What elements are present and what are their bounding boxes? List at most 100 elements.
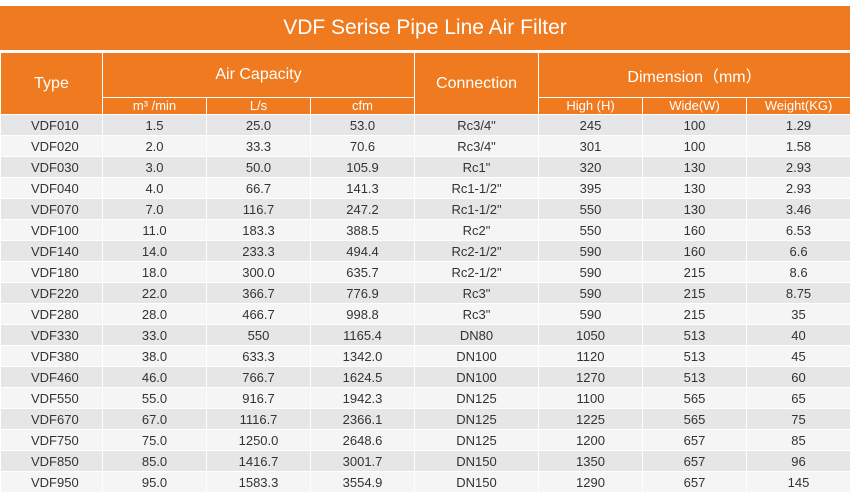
cell-type: VDF040 <box>0 177 103 199</box>
cell-type: VDF330 <box>0 324 103 346</box>
cell-cfm: 635.7 <box>309 261 416 283</box>
cell-l-s: 1416.7 <box>206 450 311 472</box>
header-connection: Connection <box>414 52 540 115</box>
cell-high: 1120 <box>538 345 644 367</box>
table-row: VDF280 28.0 466.7 998.8 Rc3" 590 215 35 <box>0 303 850 325</box>
subheader-wide: Wide(W) <box>642 97 748 115</box>
cell-l-s: 183.3 <box>206 219 311 241</box>
cell-weight: 40 <box>746 324 850 346</box>
cell-high: 1050 <box>538 324 644 346</box>
cell-cfm: 3554.9 <box>309 471 416 493</box>
cell-type: VDF140 <box>0 240 103 262</box>
cell-connection: Rc1-1/2" <box>414 198 540 220</box>
cell-high: 1200 <box>538 429 644 451</box>
table-row: VDF460 46.0 766.7 1624.5 DN100 1270 513 60 <box>0 366 850 388</box>
cell-connection: Rc1" <box>414 156 540 178</box>
cell-l-s: 916.7 <box>206 387 311 409</box>
cell-high: 590 <box>538 261 644 283</box>
cell-wide: 130 <box>642 156 748 178</box>
header-type: Type <box>0 52 103 115</box>
table-row: VDF750 75.0 1250.0 2648.6 DN125 1200 657 85 <box>0 429 850 451</box>
subheader-cfm: cfm <box>309 97 416 115</box>
cell-wide: 100 <box>642 135 748 157</box>
cell-m3-min: 4.0 <box>102 177 207 199</box>
header-air-capacity: Air Capacity <box>101 52 416 98</box>
cell-type: VDF070 <box>0 198 103 220</box>
cell-type: VDF460 <box>0 366 103 388</box>
cell-l-s: 466.7 <box>206 303 311 325</box>
cell-type: VDF550 <box>0 387 103 409</box>
cell-connection: DN125 <box>414 387 540 409</box>
cell-cfm: 2366.1 <box>309 408 416 430</box>
table-row: VDF040 4.0 66.7 141.3 Rc1-1/2" 395 130 2.93 <box>0 177 850 199</box>
table-row: VDF220 22.0 366.7 776.9 Rc3" 590 215 8.75 <box>0 282 850 304</box>
cell-wide: 565 <box>642 408 748 430</box>
cell-high: 245 <box>538 114 644 136</box>
cell-l-s: 116.7 <box>206 198 311 220</box>
cell-weight: 35 <box>746 303 850 325</box>
cell-high: 1270 <box>538 366 644 388</box>
cell-weight: 85 <box>746 429 850 451</box>
cell-l-s: 633.3 <box>206 345 311 367</box>
cell-wide: 657 <box>642 471 748 493</box>
cell-m3-min: 28.0 <box>102 303 207 325</box>
subheader-high: High (H) <box>538 97 644 115</box>
cell-weight: 6.53 <box>746 219 850 241</box>
cell-l-s: 366.7 <box>206 282 311 304</box>
cell-connection: DN100 <box>414 345 540 367</box>
cell-high: 590 <box>538 240 644 262</box>
cell-type: VDF950 <box>0 471 103 493</box>
cell-weight: 145 <box>746 471 850 493</box>
cell-weight: 2.93 <box>746 177 850 199</box>
cell-weight: 3.46 <box>746 198 850 220</box>
cell-type: VDF850 <box>0 450 103 472</box>
cell-m3-min: 95.0 <box>102 471 207 493</box>
cell-cfm: 1624.5 <box>309 366 416 388</box>
cell-type: VDF670 <box>0 408 103 430</box>
table-row: VDF550 55.0 916.7 1942.3 DN125 1100 565 65 <box>0 387 850 409</box>
cell-wide: 215 <box>642 303 748 325</box>
cell-l-s: 1583.3 <box>206 471 311 493</box>
cell-l-s: 25.0 <box>206 114 311 136</box>
cell-connection: Rc3/4" <box>414 135 540 157</box>
cell-high: 1225 <box>538 408 644 430</box>
cell-type: VDF220 <box>0 282 103 304</box>
cell-l-s: 1250.0 <box>206 429 311 451</box>
table-row: VDF950 95.0 1583.3 3554.9 DN150 1290 657 145 <box>0 471 850 493</box>
cell-cfm: 1342.0 <box>309 345 416 367</box>
cell-connection: Rc1-1/2" <box>414 177 540 199</box>
cell-weight: 75 <box>746 408 850 430</box>
spec-sheet: VDF Serise Pipe Line Air Filter Type Air… <box>0 6 850 493</box>
cell-m3-min: 33.0 <box>102 324 207 346</box>
table-body: VDF010 1.5 25.0 53.0 Rc3/4" 245 100 1.29 VDF020 2… <box>0 114 850 493</box>
cell-connection: DN100 <box>414 366 540 388</box>
cell-weight: 2.93 <box>746 156 850 178</box>
cell-cfm: 141.3 <box>309 177 416 199</box>
cell-wide: 160 <box>642 219 748 241</box>
cell-cfm: 247.2 <box>309 198 416 220</box>
cell-m3-min: 18.0 <box>102 261 207 283</box>
cell-cfm: 70.6 <box>309 135 416 157</box>
table-row: VDF070 7.0 116.7 247.2 Rc1-1/2" 550 130 3.46 <box>0 198 850 220</box>
cell-l-s: 233.3 <box>206 240 311 262</box>
cell-l-s: 50.0 <box>206 156 311 178</box>
cell-m3-min: 75.0 <box>102 429 207 451</box>
subheader-l-s: L/s <box>206 97 311 115</box>
cell-l-s: 66.7 <box>206 177 311 199</box>
cell-weight: 6.6 <box>746 240 850 262</box>
cell-cfm: 105.9 <box>309 156 416 178</box>
cell-wide: 130 <box>642 177 748 199</box>
cell-wide: 565 <box>642 387 748 409</box>
cell-weight: 65 <box>746 387 850 409</box>
cell-cfm: 1165.4 <box>309 324 416 346</box>
cell-high: 395 <box>538 177 644 199</box>
cell-wide: 160 <box>642 240 748 262</box>
cell-cfm: 53.0 <box>309 114 416 136</box>
cell-m3-min: 11.0 <box>102 219 207 241</box>
cell-l-s: 766.7 <box>206 366 311 388</box>
cell-connection: Rc2-1/2" <box>414 240 540 262</box>
table-row: VDF380 38.0 633.3 1342.0 DN100 1120 513 45 <box>0 345 850 367</box>
cell-m3-min: 22.0 <box>102 282 207 304</box>
cell-type: VDF100 <box>0 219 103 241</box>
subheader-m3-min: m³ /min <box>102 97 207 115</box>
